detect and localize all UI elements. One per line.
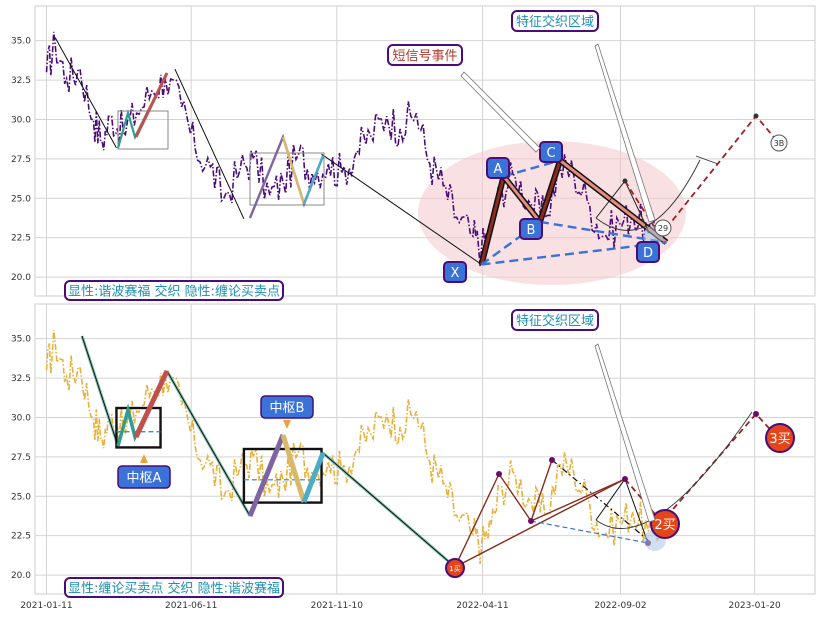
y-tick-label: 32.5 (11, 76, 31, 86)
x-tick-label: 2022-04-11 (456, 601, 508, 611)
zone-label: 特征交织区域 (516, 313, 594, 329)
wave-point (549, 457, 555, 463)
zone-label: 特征交织区域 (516, 14, 594, 30)
x-tick-label: 2021-11-10 (311, 601, 364, 611)
wave-point (528, 518, 534, 524)
x-tick-label: 2021-06-11 (165, 601, 217, 611)
pattern-point-label-box (519, 218, 543, 240)
wave-line (530, 478, 626, 522)
x-tick-label: 2023-01-20 (728, 601, 781, 611)
pivot-label-arrow (283, 420, 291, 429)
y-tick-label: 22.5 (11, 532, 31, 542)
x-tick-label: 2021-01-11 (20, 601, 72, 611)
zone-label-box (511, 10, 599, 32)
trend-segment (174, 68, 245, 219)
y-tick-label: 35.0 (11, 335, 31, 345)
pivot-label-box (117, 465, 171, 489)
pattern-point-label: B (527, 223, 536, 238)
y-tick-label: 27.5 (11, 453, 31, 463)
arc-curve (595, 159, 701, 231)
projection-line (624, 478, 661, 521)
y-tick-label: 25.0 (11, 492, 31, 502)
zigzag-red (134, 72, 169, 138)
buy-point-label: 3买 (769, 432, 790, 447)
circled-mark-label: 29 (658, 224, 668, 233)
arrow-zone (594, 343, 656, 523)
zigzag-red (133, 369, 170, 439)
buy-point-label: 1买 (449, 565, 460, 573)
trend-segment (321, 153, 482, 265)
wave-line (454, 459, 553, 568)
y-tick-label: 20.0 (11, 273, 31, 283)
trend-segment (81, 335, 119, 447)
event-label-box (387, 44, 463, 66)
y-tick-label: 27.5 (11, 155, 31, 165)
pivot-box-minor (117, 110, 169, 150)
panel-legend: 显性:缠论买卖点 交织 隐性:谐波赛福 (68, 581, 280, 597)
panel-top: 20.0 22.5 25.0 27.5 30.0 32.5 35.0 29 3B X A B C D 短信号… (11, 5, 816, 301)
wave-dashed (530, 520, 649, 544)
arrow-zone (594, 43, 656, 223)
pattern-point-label-box (443, 261, 467, 283)
y-tick-label: 35.0 (11, 37, 31, 47)
event-label: 短信号事件 (392, 49, 457, 64)
wave-point (496, 471, 502, 477)
pattern-point-label: C (546, 146, 555, 161)
pattern-point-label-box (539, 141, 563, 163)
zigzag-cyan (302, 155, 325, 205)
pivot-zone-box (242, 447, 323, 504)
wave-point (622, 178, 628, 184)
y-tick-label: 32.5 (11, 374, 31, 384)
harmonic-ratio-line (503, 159, 561, 178)
buy-point-label: 2买 (654, 518, 675, 533)
panel-legend-box (64, 280, 284, 301)
harmonic-leg (538, 159, 562, 223)
trend-segment (166, 370, 251, 517)
circled-mark (654, 219, 672, 237)
arrow-event (460, 71, 541, 153)
pattern-point-label-box (636, 241, 660, 263)
buy-point-marker (650, 509, 680, 539)
y-tick-label: 30.0 (11, 115, 31, 125)
wave-point (753, 411, 759, 417)
y-tick-label: 30.0 (11, 413, 31, 423)
harmonic-leg (502, 175, 542, 223)
pivot-label-box (260, 395, 314, 419)
pivot-label-arrow (140, 454, 148, 463)
circled-mark (770, 134, 788, 152)
pattern-point-label: D (643, 246, 653, 261)
wave-point (622, 476, 628, 482)
zigzag-gold (281, 136, 306, 205)
pivot-label: 中枢A (127, 471, 162, 486)
y-tick-label: 25.0 (11, 194, 31, 204)
x-tick-label: 2022-09-02 (594, 601, 646, 611)
zigzag-cyan (301, 452, 326, 503)
zone-label-box (511, 309, 599, 331)
pattern-point-label: A (494, 162, 503, 177)
panel-legend: 显性:谐波赛福 交织 隐性:缠论买卖点 (68, 284, 280, 300)
pattern-point-label: X (451, 266, 460, 281)
arc-tick (695, 155, 719, 165)
panel-legend-box (64, 577, 284, 598)
pivot-label: 中枢B (270, 401, 305, 416)
zigzag-gold (280, 434, 307, 503)
circled-mark-label: 3B (774, 139, 785, 148)
trend-segment (54, 37, 117, 149)
buy-point-marker (445, 558, 465, 578)
pivot-zone-box (115, 406, 162, 449)
panel-bottom: 20.0 22.5 25.0 27.5 30.0 32.5 35.0 中枢A 中枢B 1买 2买 3买… (11, 303, 816, 598)
wave-dashdot (551, 459, 649, 541)
plot-area (34, 303, 816, 595)
trend-segment (322, 452, 456, 568)
harmonic-ratio-line (481, 241, 667, 266)
pattern-point-label-box (486, 157, 510, 179)
harmonic-leg (480, 175, 506, 265)
wave-point (753, 113, 759, 119)
y-tick-label: 22.5 (11, 234, 31, 244)
buy-point-marker (765, 423, 795, 453)
zigzag-purple (247, 434, 286, 517)
y-tick-label: 20.0 (11, 571, 31, 581)
